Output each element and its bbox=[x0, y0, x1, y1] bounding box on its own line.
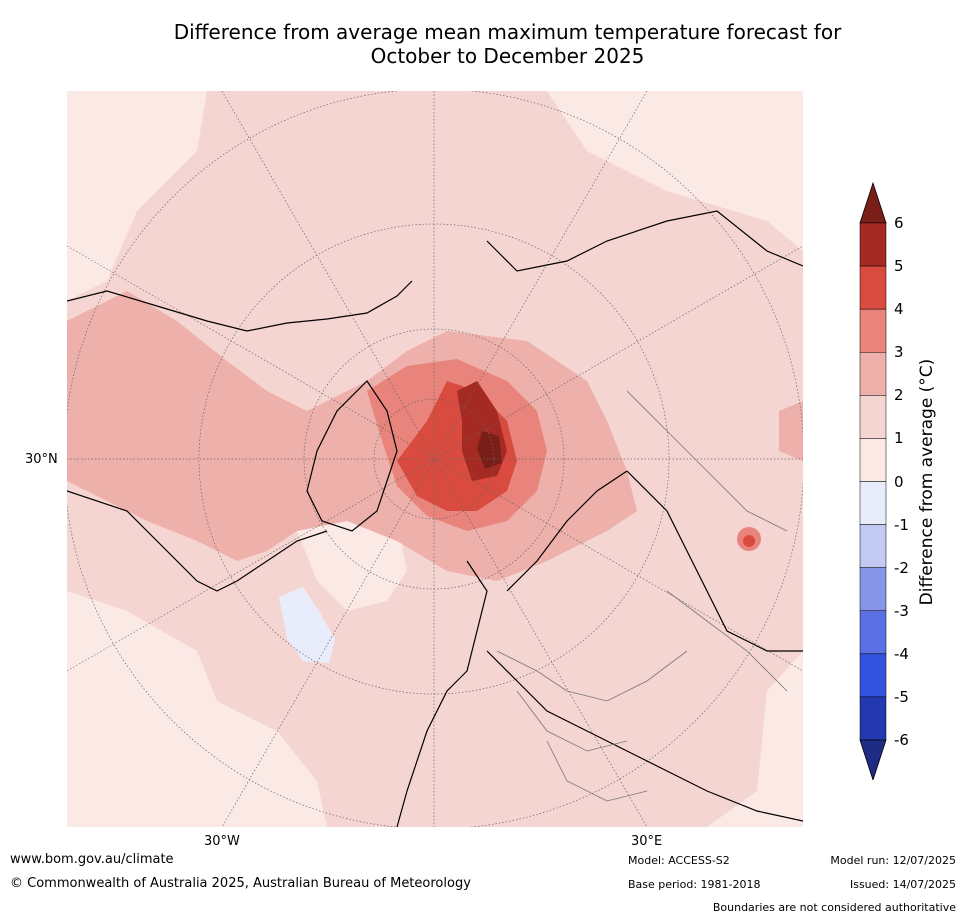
colorbar-bin bbox=[859, 610, 887, 655]
colorbar-bins bbox=[859, 222, 887, 741]
lon-label-30w: 30°W bbox=[204, 834, 240, 849]
chart-title: Difference from average mean maximum tem… bbox=[0, 20, 965, 68]
anomaly-spot-4-5 bbox=[743, 535, 755, 547]
colorbar-tick-label: 1 bbox=[894, 429, 904, 448]
anomaly-core-over-6 bbox=[477, 431, 502, 469]
colorbar-over-triangle bbox=[859, 181, 887, 224]
temperature-anomaly-map bbox=[67, 91, 803, 827]
map-svg bbox=[67, 91, 803, 827]
colorbar-tick-label: 3 bbox=[894, 343, 904, 362]
colorbar-bin bbox=[859, 481, 887, 525]
colorbar bbox=[859, 181, 887, 780]
colorbar-label: Difference from average (°C) bbox=[917, 358, 937, 606]
colorbar-under-triangle bbox=[859, 739, 887, 780]
lat-label-30n: 30°N bbox=[25, 452, 58, 467]
colorbar-bin bbox=[859, 524, 887, 568]
coastlines bbox=[67, 210, 803, 827]
colorbar-bin bbox=[859, 352, 887, 396]
country-boundaries bbox=[496, 390, 788, 802]
colorbar-tick-label: 5 bbox=[894, 257, 904, 276]
colorbar-bin bbox=[859, 222, 887, 267]
colorbar-tick-label: 0 bbox=[894, 472, 904, 491]
colorbar-bin bbox=[859, 653, 887, 698]
anomaly-negative-patch bbox=[279, 587, 335, 663]
footer-base-period: Base period: 1981-2018 bbox=[628, 878, 761, 891]
title-line-1: Difference from average mean maximum tem… bbox=[173, 20, 842, 44]
colorbar-tick-label: 4 bbox=[894, 300, 904, 319]
colorbar-bin bbox=[859, 308, 887, 353]
footer-model: Model: ACCESS-S2 bbox=[628, 854, 730, 867]
graticule bbox=[67, 91, 803, 827]
colorbar-tick-label: -2 bbox=[894, 558, 909, 577]
footer-issued: Issued: 14/07/2025 bbox=[849, 878, 956, 891]
colorbar-tick-label: 6 bbox=[894, 214, 904, 232]
colorbar-tick-label: 2 bbox=[894, 386, 904, 405]
footer-copyright: © Commonwealth of Australia 2025, Austra… bbox=[10, 876, 471, 891]
title-line-2: October to December 2025 bbox=[370, 44, 645, 68]
footer-disclaimer: Boundaries are not considered authoritat… bbox=[712, 901, 956, 914]
colorbar-tick-label: -1 bbox=[894, 515, 909, 534]
colorbar-bin bbox=[859, 696, 887, 741]
colorbar-tick-label: -3 bbox=[894, 601, 909, 620]
footer-model-run: Model run: 12/07/2025 bbox=[830, 854, 956, 867]
lon-label-30e: 30°E bbox=[631, 834, 663, 849]
anomaly-band-2-3-east bbox=[779, 401, 803, 461]
colorbar-bin bbox=[859, 438, 887, 482]
colorbar-bin bbox=[859, 265, 887, 310]
colorbar-tick-label: -6 bbox=[894, 731, 909, 749]
colorbar-tick-label: -4 bbox=[894, 644, 909, 663]
footer-website[interactable]: www.bom.gov.au/climate bbox=[10, 852, 174, 867]
colorbar-bin bbox=[859, 567, 887, 611]
colorbar-bin bbox=[859, 395, 887, 439]
colorbar-tick-label: -5 bbox=[894, 687, 909, 706]
